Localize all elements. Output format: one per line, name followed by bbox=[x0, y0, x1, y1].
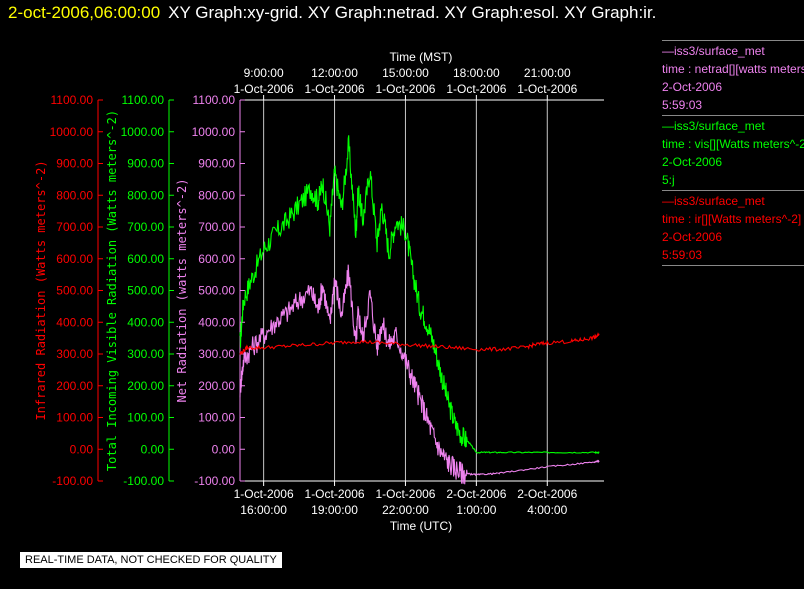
title-graph-list: XY Graph:xy-grid. XY Graph:netrad. XY Gr… bbox=[168, 3, 657, 22]
y-axis-tick-label: 900.00 bbox=[198, 157, 235, 171]
x-top-tick-label: 1-Oct-2006 bbox=[375, 82, 435, 96]
y-axis-tick-label: 200.00 bbox=[56, 379, 93, 393]
y-axis-tick-label: 300.00 bbox=[56, 347, 93, 361]
y-axis-tick-label: 1000.00 bbox=[50, 125, 94, 139]
y-axis-tick-label: 300.00 bbox=[198, 347, 235, 361]
y-axis-tick-label: 100.00 bbox=[127, 411, 164, 425]
x-top-tick-label: 1-Oct-2006 bbox=[446, 82, 506, 96]
y-axis-tick-label: 200.00 bbox=[127, 379, 164, 393]
x-bottom-axis-title: Time (UTC) bbox=[390, 519, 452, 533]
y-axis-tick-label: 300.00 bbox=[127, 347, 164, 361]
y-axis-tick-label: 900.00 bbox=[56, 157, 93, 171]
x-bottom-tick-label: 16:00:00 bbox=[240, 503, 287, 517]
y-axis-tick-label: 500.00 bbox=[127, 284, 164, 298]
legend-line: time : netrad[][watts meters^-2] bbox=[662, 62, 804, 76]
y-axis-tick-label: 200.00 bbox=[198, 379, 235, 393]
legend-line: 5:59:03 bbox=[662, 98, 703, 112]
legend-line: —iss3/surface_met bbox=[662, 44, 765, 58]
y-axis-tick-label: 1000.00 bbox=[192, 125, 236, 139]
y-axis-tick-label: 500.00 bbox=[198, 284, 235, 298]
y-axis-tick-label: 600.00 bbox=[127, 252, 164, 266]
x-bottom-tick-label: 2-Oct-2006 bbox=[517, 487, 577, 501]
y-axis-tick-label: 0.00 bbox=[141, 442, 165, 456]
y-axis-tick-label: 700.00 bbox=[198, 220, 235, 234]
x-bottom-tick-label: 1-Oct-2006 bbox=[375, 487, 435, 501]
x-top-tick-label: 1-Oct-2006 bbox=[305, 82, 365, 96]
legend-line: 5:j bbox=[662, 173, 675, 187]
x-top-tick-label: 18:00:00 bbox=[453, 66, 500, 80]
y-axis-tick-label: 1100.00 bbox=[193, 93, 236, 107]
y-axis-tick-label: 800.00 bbox=[56, 188, 93, 202]
y-axis-tick-label: 800.00 bbox=[127, 188, 164, 202]
x-top-tick-label: 1-Oct-2006 bbox=[517, 82, 577, 96]
y-axis-tick-label: 0.00 bbox=[212, 442, 236, 456]
y-axis-title: Total Incoming Visible Radiation (Watts … bbox=[105, 110, 119, 471]
y-axis-tick-label: 0.00 bbox=[70, 442, 94, 456]
x-bottom-tick-label: 1-Oct-2006 bbox=[305, 487, 365, 501]
y-axis-tick-label: 900.00 bbox=[127, 157, 164, 171]
legend-line: —iss3/surface_met bbox=[662, 119, 765, 133]
y-axis-tick-label: 1100.00 bbox=[51, 93, 94, 107]
x-top-tick-label: 1-Oct-2006 bbox=[234, 82, 294, 96]
y-axis-tick-label: 1100.00 bbox=[122, 93, 165, 107]
x-top-tick-label: 21:00:00 bbox=[524, 66, 571, 80]
legend-line: 5:59:03 bbox=[662, 248, 703, 262]
x-bottom-tick-label: 1-Oct-2006 bbox=[234, 487, 294, 501]
y-axis-tick-label: 600.00 bbox=[56, 252, 93, 266]
y-axis-tick-label: 700.00 bbox=[127, 220, 164, 234]
title-bar: 2-oct-2006,06:00:00 XY Graph:xy-grid. XY … bbox=[0, 0, 656, 28]
y-axis-tick-label: 100.00 bbox=[56, 411, 93, 425]
y-axis-tick-label: -100.00 bbox=[52, 474, 93, 488]
y-axis-tick-label: -100.00 bbox=[194, 474, 235, 488]
y-axis-tick-label: 800.00 bbox=[198, 188, 235, 202]
legend-line: 2-Oct-2006 bbox=[662, 230, 723, 244]
series-line-vis bbox=[239, 135, 600, 455]
quality-note: REAL-TIME DATA, NOT CHECKED FOR QUALITY bbox=[19, 551, 283, 569]
y-axis-tick-label: 600.00 bbox=[198, 252, 235, 266]
y-axis-tick-label: -100.00 bbox=[123, 474, 164, 488]
y-axis-tick-label: 700.00 bbox=[56, 220, 93, 234]
series-line-ir bbox=[239, 331, 600, 355]
x-bottom-tick-label: 19:00:00 bbox=[311, 503, 358, 517]
x-top-tick-label: 15:00:00 bbox=[382, 66, 429, 80]
y-axis-tick-label: 100.00 bbox=[198, 411, 235, 425]
x-top-tick-label: 12:00:00 bbox=[311, 66, 358, 80]
y-axis-tick-label: 500.00 bbox=[56, 284, 93, 298]
y-axis-tick-label: 400.00 bbox=[127, 315, 164, 329]
legend-line: —iss3/surface_met bbox=[662, 194, 765, 208]
x-top-tick-label: 9:00:00 bbox=[244, 66, 284, 80]
x-bottom-tick-label: 22:00:00 bbox=[382, 503, 429, 517]
legend-line: 2-Oct-2006 bbox=[662, 155, 723, 169]
y-axis-tick-label: 400.00 bbox=[198, 315, 235, 329]
x-bottom-tick-label: 4:00:00 bbox=[527, 503, 567, 517]
y-axis-tick-label: 1000.00 bbox=[121, 125, 165, 139]
series-line-netrad bbox=[239, 264, 600, 485]
x-top-axis-title: Time (MST) bbox=[390, 50, 453, 64]
y-axis-tick-label: 400.00 bbox=[56, 315, 93, 329]
x-bottom-tick-label: 1:00:00 bbox=[456, 503, 496, 517]
legend-line: time : ir[][Watts meters^-2] bbox=[662, 212, 802, 226]
y-axis-title: Infrared Radiation (Watts meters^-2) bbox=[34, 160, 48, 420]
title-datetime: 2-oct-2006,06:00:00 bbox=[8, 3, 161, 22]
x-bottom-tick-label: 2-Oct-2006 bbox=[446, 487, 506, 501]
legend-line: 2-Oct-2006 bbox=[662, 80, 723, 94]
legend-line: time : vis[][Watts meters^-2] bbox=[662, 137, 804, 151]
y-axis-title: Net Radiation (watts meters^-2) bbox=[175, 179, 189, 403]
